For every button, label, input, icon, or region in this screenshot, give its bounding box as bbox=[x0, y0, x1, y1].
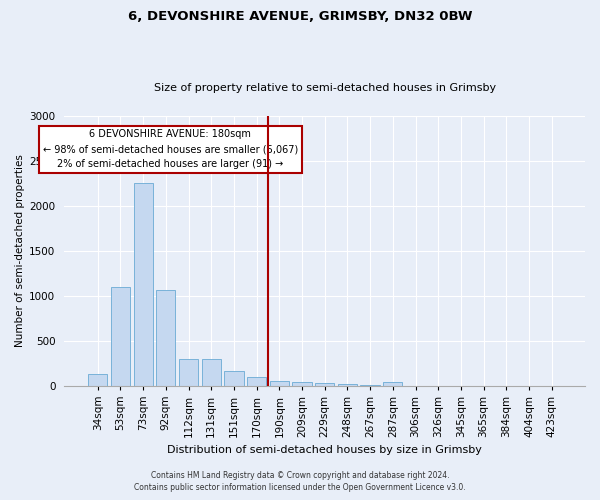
Bar bbox=[134, 184, 153, 386]
Text: 6, DEVONSHIRE AVENUE, GRIMSBY, DN32 0BW: 6, DEVONSHIRE AVENUE, GRIMSBY, DN32 0BW bbox=[128, 10, 472, 23]
Bar bbox=[338, 384, 357, 386]
Bar bbox=[361, 384, 380, 386]
Bar bbox=[88, 374, 107, 386]
Bar bbox=[292, 382, 311, 386]
Bar bbox=[202, 359, 221, 386]
Text: 6 DEVONSHIRE AVENUE: 180sqm
← 98% of semi-detached houses are smaller (5,067)
2%: 6 DEVONSHIRE AVENUE: 180sqm ← 98% of sem… bbox=[43, 130, 298, 169]
Bar bbox=[269, 380, 289, 386]
Bar bbox=[156, 290, 175, 386]
Bar bbox=[247, 378, 266, 386]
X-axis label: Distribution of semi-detached houses by size in Grimsby: Distribution of semi-detached houses by … bbox=[167, 445, 482, 455]
Bar bbox=[224, 371, 244, 386]
Bar bbox=[179, 358, 198, 386]
Title: Size of property relative to semi-detached houses in Grimsby: Size of property relative to semi-detach… bbox=[154, 83, 496, 93]
Bar bbox=[315, 384, 334, 386]
Y-axis label: Number of semi-detached properties: Number of semi-detached properties bbox=[15, 154, 25, 347]
Bar bbox=[111, 286, 130, 386]
Text: Contains HM Land Registry data © Crown copyright and database right 2024.
Contai: Contains HM Land Registry data © Crown c… bbox=[134, 471, 466, 492]
Bar bbox=[383, 382, 403, 386]
